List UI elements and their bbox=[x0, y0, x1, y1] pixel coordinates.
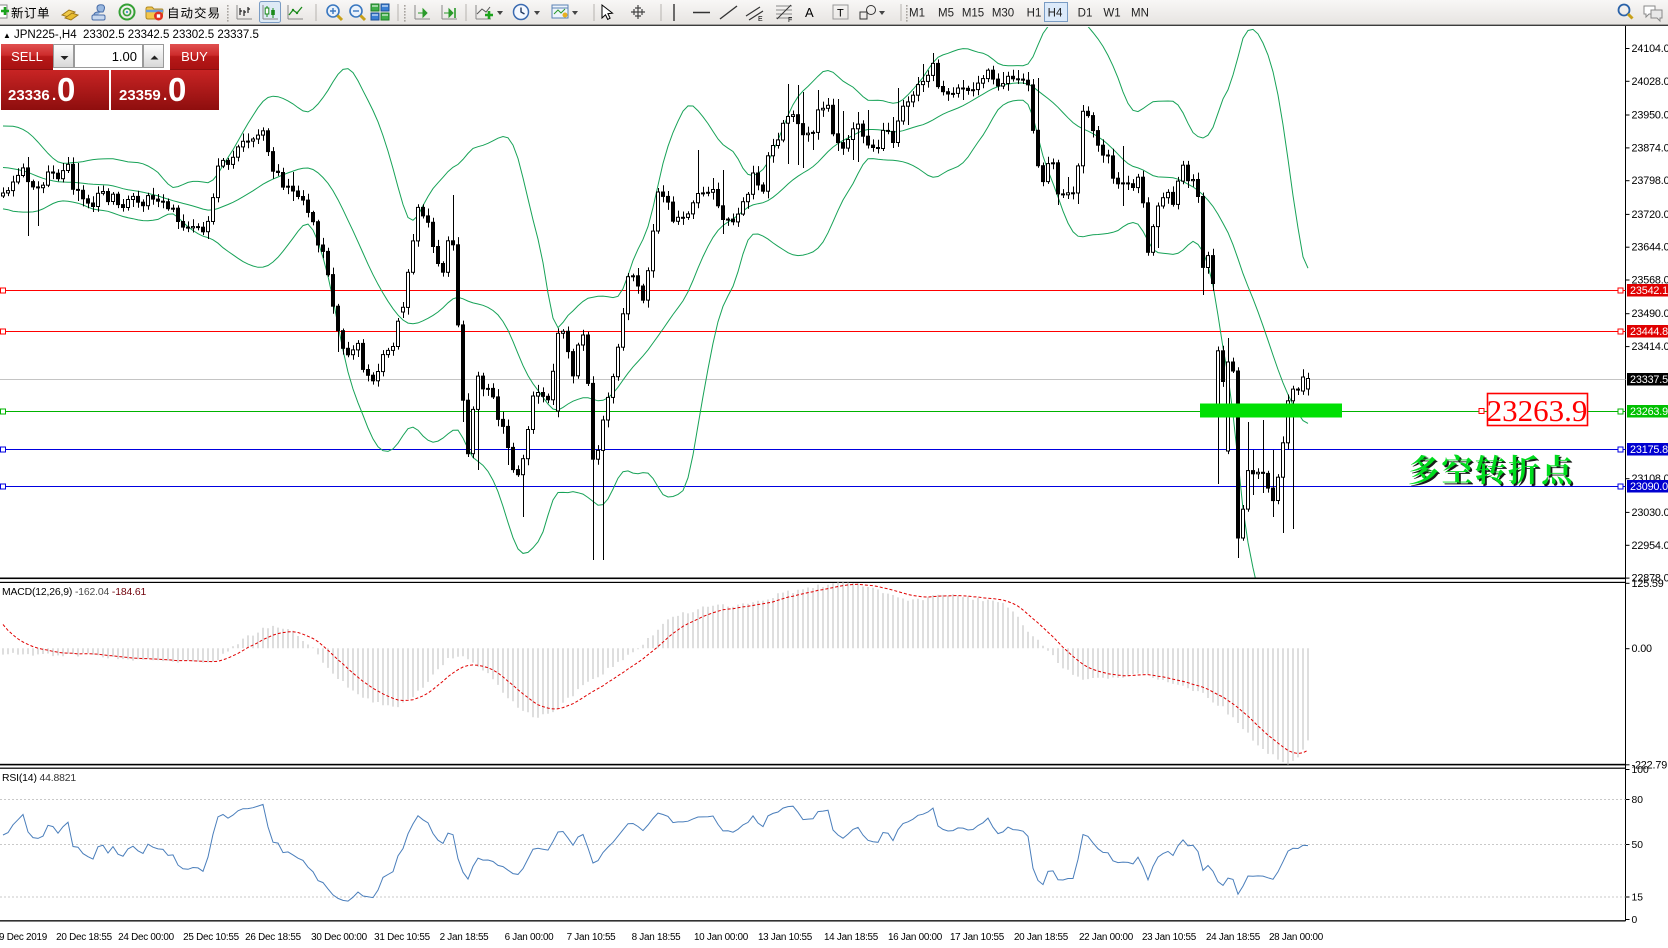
svg-text:A: A bbox=[805, 5, 814, 20]
svg-text:23720.0: 23720.0 bbox=[1632, 209, 1668, 221]
svg-text:24 Jan 18:55: 24 Jan 18:55 bbox=[1206, 932, 1261, 943]
svg-text:M15: M15 bbox=[962, 8, 984, 20]
svg-text:22954.0: 22954.0 bbox=[1632, 540, 1668, 552]
svg-text:10 Jan 00:00: 10 Jan 00:00 bbox=[694, 932, 749, 943]
svg-text:0: 0 bbox=[1632, 915, 1638, 926]
svg-text:MN: MN bbox=[1131, 8, 1149, 20]
svg-text:26 Dec 18:55: 26 Dec 18:55 bbox=[245, 932, 302, 943]
svg-text:23874.0: 23874.0 bbox=[1632, 142, 1668, 154]
svg-text:20 Dec 18:55: 20 Dec 18:55 bbox=[56, 932, 113, 943]
svg-text:6 Jan 00:00: 6 Jan 00:00 bbox=[505, 932, 555, 943]
svg-text:23414.0: 23414.0 bbox=[1632, 341, 1668, 353]
svg-text:F: F bbox=[788, 17, 792, 24]
svg-text:22878.0: 22878.0 bbox=[1632, 573, 1668, 585]
svg-text:23175.8: 23175.8 bbox=[1630, 444, 1668, 456]
svg-text:23542.1: 23542.1 bbox=[1630, 285, 1668, 297]
svg-text:23950.0: 23950.0 bbox=[1632, 110, 1668, 122]
svg-text:23090.0: 23090.0 bbox=[1630, 481, 1668, 493]
svg-text:25 Dec 10:55: 25 Dec 10:55 bbox=[183, 932, 240, 943]
svg-text:23263.9: 23263.9 bbox=[1630, 406, 1668, 418]
svg-text:23030.0: 23030.0 bbox=[1632, 507, 1668, 519]
svg-text:-222.79: -222.79 bbox=[1632, 759, 1668, 771]
svg-text:24104.0: 24104.0 bbox=[1632, 43, 1668, 55]
svg-text:15: 15 bbox=[1632, 893, 1644, 904]
svg-text:W1: W1 bbox=[1103, 8, 1120, 20]
svg-text:125.59: 125.59 bbox=[1632, 578, 1664, 590]
svg-text:0.00: 0.00 bbox=[1632, 643, 1653, 655]
svg-text:M5: M5 bbox=[938, 8, 954, 20]
svg-text:9 Dec 2019: 9 Dec 2019 bbox=[0, 932, 48, 943]
svg-text:M1: M1 bbox=[909, 8, 925, 20]
svg-text:23 Jan 10:55: 23 Jan 10:55 bbox=[1142, 932, 1197, 943]
svg-text:23337.5: 23337.5 bbox=[1630, 374, 1668, 386]
svg-text:23444.8: 23444.8 bbox=[1630, 326, 1668, 338]
svg-text:30 Dec 00:00: 30 Dec 00:00 bbox=[311, 932, 368, 943]
svg-text:T: T bbox=[837, 8, 844, 20]
svg-text:24028.0: 24028.0 bbox=[1632, 76, 1668, 88]
svg-text:31 Dec 10:55: 31 Dec 10:55 bbox=[374, 932, 431, 943]
svg-text:H1: H1 bbox=[1027, 8, 1042, 20]
svg-text:16 Jan 00:00: 16 Jan 00:00 bbox=[888, 932, 943, 943]
svg-text:17 Jan 10:55: 17 Jan 10:55 bbox=[950, 932, 1005, 943]
svg-text:D1: D1 bbox=[1078, 8, 1093, 20]
svg-text:23490.0: 23490.0 bbox=[1632, 308, 1668, 320]
svg-text:23798.0: 23798.0 bbox=[1632, 175, 1668, 187]
svg-text:80: 80 bbox=[1632, 795, 1644, 806]
svg-text:8 Jan 18:55: 8 Jan 18:55 bbox=[632, 932, 682, 943]
svg-text:23644.0: 23644.0 bbox=[1632, 242, 1668, 254]
svg-text:RSI(14) 44.8821: RSI(14) 44.8821 bbox=[2, 773, 76, 784]
svg-text:13 Jan 10:55: 13 Jan 10:55 bbox=[758, 932, 813, 943]
svg-text:20 Jan 18:55: 20 Jan 18:55 bbox=[1014, 932, 1069, 943]
svg-text:23263.9: 23263.9 bbox=[1487, 393, 1588, 428]
svg-text:14 Jan 18:55: 14 Jan 18:55 bbox=[824, 932, 879, 943]
svg-text:50: 50 bbox=[1632, 840, 1644, 851]
svg-text:24 Dec 00:00: 24 Dec 00:00 bbox=[118, 932, 175, 943]
svg-text:M30: M30 bbox=[992, 8, 1014, 20]
svg-text:MACD(12,26,9) -162.04 -184.61: MACD(12,26,9) -162.04 -184.61 bbox=[2, 587, 146, 598]
svg-text:7 Jan 10:55: 7 Jan 10:55 bbox=[567, 932, 617, 943]
svg-text:22 Jan 00:00: 22 Jan 00:00 bbox=[1079, 932, 1134, 943]
svg-text:23568.0: 23568.0 bbox=[1632, 275, 1668, 287]
svg-text:100: 100 bbox=[1632, 765, 1649, 776]
svg-text:28 Jan 00:00: 28 Jan 00:00 bbox=[1269, 932, 1324, 943]
svg-text:E: E bbox=[758, 16, 763, 23]
svg-text:H4: H4 bbox=[1048, 8, 1063, 20]
svg-text:2 Jan 18:55: 2 Jan 18:55 bbox=[440, 932, 490, 943]
